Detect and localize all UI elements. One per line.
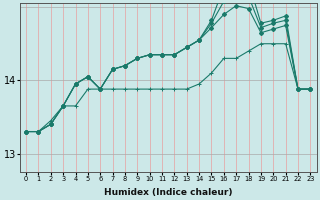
X-axis label: Humidex (Indice chaleur): Humidex (Indice chaleur) — [104, 188, 232, 197]
